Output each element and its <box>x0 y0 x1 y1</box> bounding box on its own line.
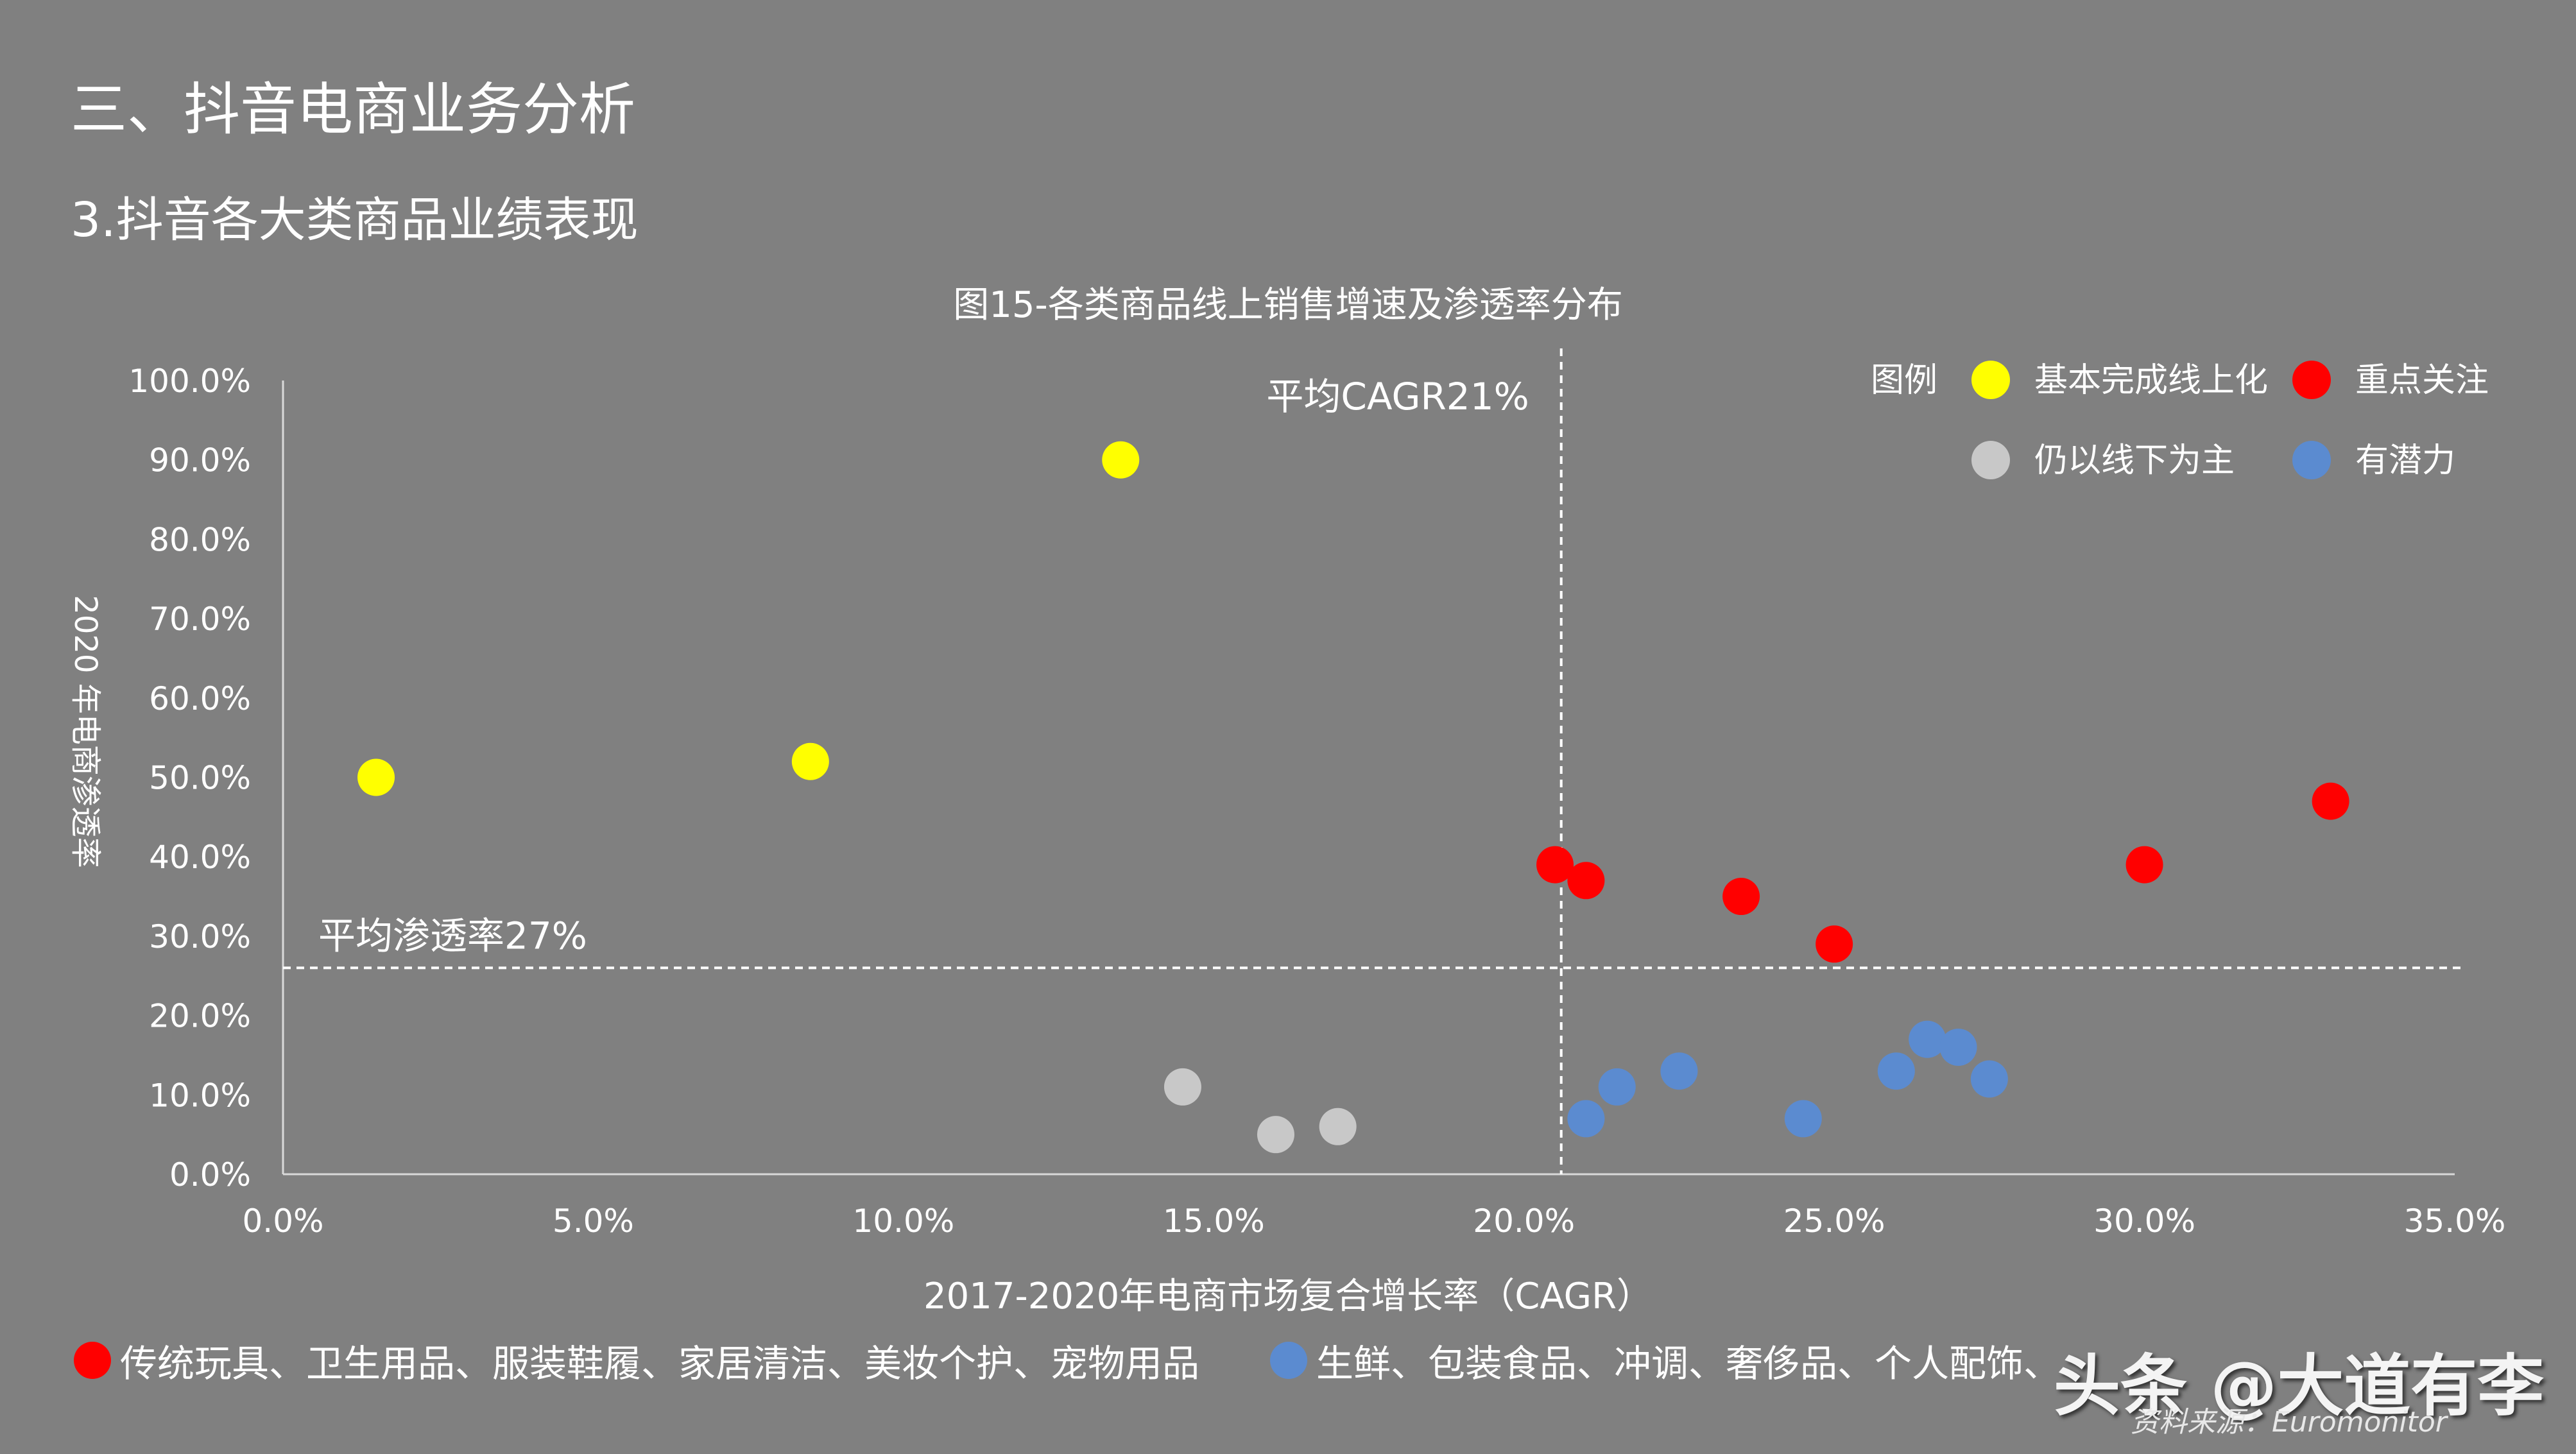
y-tick-label: 80.0% <box>149 521 251 558</box>
legend-marker <box>2292 361 2331 399</box>
y-tick-label: 100.0% <box>128 363 251 400</box>
x-tick-label: 15.0% <box>1163 1202 1265 1240</box>
legend-entry: 重点关注 <box>2355 361 2489 400</box>
data-point <box>1567 862 1605 900</box>
red-dot-icon <box>74 1342 111 1379</box>
data-point <box>1257 1116 1294 1154</box>
y-tick-label: 60.0% <box>149 680 251 717</box>
y-tick-label: 30.0% <box>149 918 251 955</box>
data-point <box>2125 846 2163 884</box>
page-title: 三、抖音电商业务分析 <box>71 76 636 142</box>
y-axis-label: 2020 年电商渗透率 <box>67 595 103 868</box>
section-title: 3.抖音各大类商品业绩表现 <box>71 192 639 248</box>
bottom-legend-red-text: 传统玩具、卫生用品、服装鞋履、家居清洁、美妆个护、宠物用品 <box>120 1342 1200 1385</box>
data-point <box>1567 1100 1605 1138</box>
y-tick-label: 0.0% <box>169 1156 251 1193</box>
x-tick-label: 25.0% <box>1783 1202 1885 1240</box>
x-tick-label: 10.0% <box>852 1202 954 1240</box>
data-point <box>1598 1068 1636 1106</box>
data-point <box>1722 878 1760 916</box>
legend-marker <box>1971 441 2010 479</box>
y-tick-label: 50.0% <box>149 760 251 797</box>
y-tick-label: 70.0% <box>149 601 251 638</box>
avg-cagr-label: 平均CAGR21% <box>1266 375 1529 418</box>
data-point <box>1816 925 1853 963</box>
legend-title: 图例 <box>1871 361 1937 400</box>
data-point <box>1660 1052 1698 1090</box>
x-tick-label: 5.0% <box>553 1202 634 1240</box>
source-note: 资料来源：Euromonitor <box>2131 1406 2447 1439</box>
x-tick-label: 30.0% <box>2093 1202 2195 1240</box>
data-point <box>1319 1108 1357 1145</box>
bottom-legend-blue-text: 生鲜、包装食品、冲调、奢侈品、个人配饰、 <box>1316 1342 2061 1385</box>
data-point <box>1939 1029 1977 1066</box>
data-point <box>1909 1020 1946 1058</box>
data-point <box>2312 782 2349 820</box>
bottom-legend: 传统玩具、卫生用品、服装鞋履、家居清洁、美妆个护、宠物用品 生鲜、包装食品、冲调… <box>74 1333 2061 1387</box>
legend-entry: 有潜力 <box>2355 441 2455 480</box>
legend-marker <box>2292 441 2331 479</box>
watermark: 头条 @大道有李 <box>2054 1347 2545 1425</box>
y-tick-label: 20.0% <box>149 998 251 1035</box>
legend-entry: 仍以线下为主 <box>2034 441 2235 480</box>
x-axis-label: 2017-2020年电商市场复合增长率（CAGR） <box>923 1276 1653 1317</box>
data-point <box>1163 1068 1201 1106</box>
legend-entry: 基本完成线上化 <box>2034 361 2268 400</box>
legend-marker <box>1971 361 2010 399</box>
x-tick-label: 35.0% <box>2404 1202 2506 1240</box>
blue-dot-icon <box>1270 1342 1308 1379</box>
x-tick-label: 20.0% <box>1473 1202 1575 1240</box>
data-point <box>1877 1052 1915 1090</box>
y-tick-label: 40.0% <box>149 839 251 876</box>
data-point <box>357 758 395 796</box>
data-point <box>791 742 829 780</box>
x-tick-label: 0.0% <box>242 1202 323 1240</box>
data-point <box>1784 1100 1822 1138</box>
data-point <box>1970 1060 2008 1098</box>
chart-title: 图15-各类商品线上销售增速及渗透率分布 <box>953 284 1623 326</box>
y-tick-label: 10.0% <box>149 1077 251 1114</box>
data-point <box>1102 441 1140 479</box>
avg-penetration-label: 平均渗透率27% <box>318 914 587 957</box>
data-point <box>1536 846 1574 884</box>
y-tick-label: 90.0% <box>149 442 251 479</box>
